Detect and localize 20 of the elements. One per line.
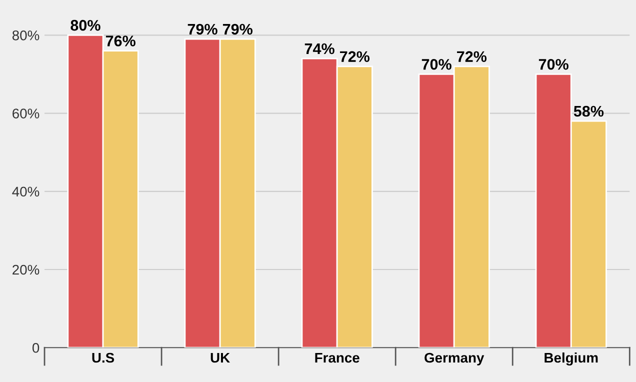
data-label: 80% — [70, 20, 100, 31]
data-label: 72% — [340, 51, 370, 62]
x-tick-label: Germany — [424, 352, 484, 366]
y-tick-label: 0 — [32, 342, 40, 353]
x-tick-label: U.S — [92, 352, 114, 363]
x-tick-label: France — [315, 352, 360, 363]
x-tick-label: UK — [210, 352, 230, 363]
data-label: 72% — [457, 51, 487, 62]
data-label: 79% — [188, 24, 218, 35]
y-tick-label: 80% — [12, 30, 40, 40]
x-tick-label: Belgium — [544, 352, 598, 366]
data-label: 74% — [304, 43, 334, 54]
y-tick-label: 60% — [12, 108, 40, 118]
data-label: 58% — [574, 106, 604, 117]
data-label: 76% — [106, 36, 136, 46]
data-label: 79% — [222, 24, 252, 35]
y-tick-label: 20% — [12, 264, 40, 275]
y-tick-label: 40% — [12, 186, 40, 197]
data-label: 70% — [422, 58, 452, 70]
data-label: 70% — [538, 58, 568, 70]
